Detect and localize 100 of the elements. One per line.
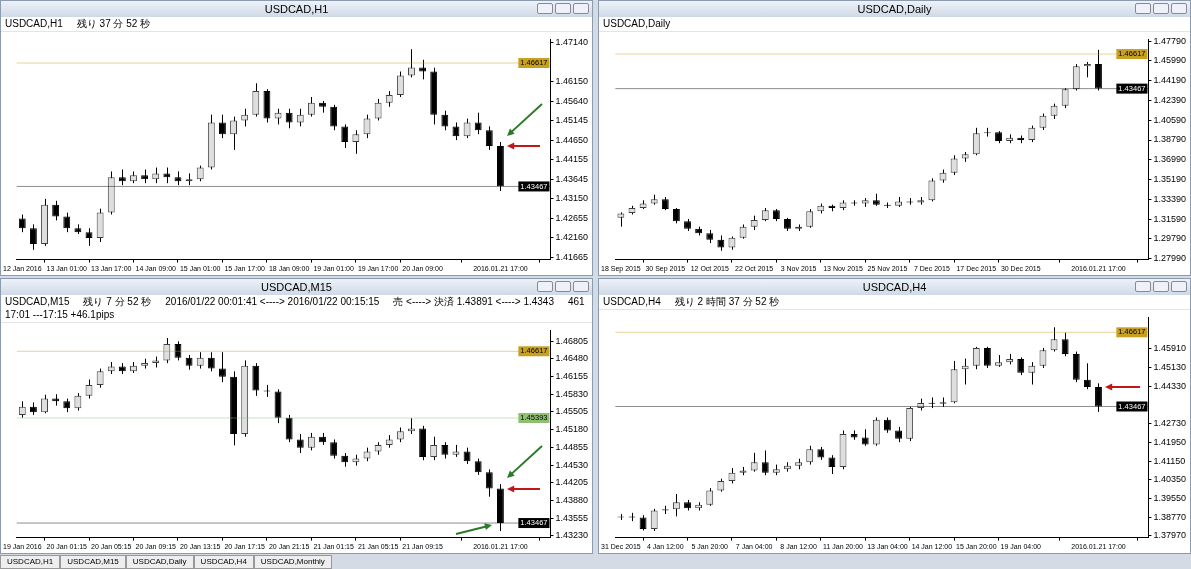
text: USDCAD,H1 (0, 555, 61, 569)
y-tick-label: 1.43555 (555, 512, 589, 523)
y-tick-label: 1.44530 (555, 459, 589, 470)
candlestick (1095, 382, 1102, 413)
candlestick (96, 368, 104, 389)
candlestick (285, 108, 293, 129)
text: 残り 7 分 52 秒 (83, 296, 152, 308)
candlestick (806, 445, 814, 466)
text: USDCAD,Daily (603, 18, 671, 30)
candlestick (252, 362, 260, 397)
candlestick (1083, 362, 1091, 390)
text: USDCAD,H1 (5, 18, 63, 30)
y-tick-label: 1.41665 (555, 251, 589, 262)
candlestick (1095, 49, 1102, 91)
text: USDCAD,H4 (603, 296, 661, 308)
y-tick-label: 1.45830 (555, 388, 589, 399)
candlestick (330, 104, 338, 131)
chart-title: USDCAD,M15 (261, 281, 332, 293)
candlestick (672, 493, 680, 517)
candlestick (218, 351, 226, 383)
candlestick (464, 118, 470, 139)
candlestick (96, 208, 104, 243)
y-tick-label: 1.43645 (555, 173, 589, 184)
y-tick-label: 1.29790 (1153, 233, 1187, 244)
y-tick-label: 1.43150 (555, 193, 589, 204)
y-tick-label: 1.35190 (1153, 174, 1187, 185)
candlestick (1061, 332, 1069, 357)
candlestick (163, 337, 171, 364)
y-tick-label: 1.41950 (1153, 436, 1187, 447)
y-tick-label: 1.42390 (1153, 94, 1187, 105)
candlestick (1028, 361, 1036, 386)
y-tick-label: 1.46480 (555, 353, 589, 364)
candlestick (1072, 351, 1080, 383)
candlestick (750, 452, 758, 473)
y-tick-label: 1.42730 (1153, 418, 1187, 429)
y-tick-label: 1.44155 (555, 153, 589, 164)
y-tick-label: 1.46805 (555, 335, 589, 346)
candlestick (218, 114, 226, 139)
y-tick-label: 1.43880 (555, 495, 589, 506)
y-tick-label: 1.44855 (555, 441, 589, 452)
chart-title: USDCAD,H4 (862, 281, 927, 293)
candlestick (872, 416, 880, 447)
text: 2016/01/22 00:01:41 <----> 2016/01/22 00:15:15 (165, 296, 380, 308)
candlestick (983, 346, 991, 369)
candlestick (485, 125, 493, 151)
candlestick (285, 414, 293, 443)
candlestick (1061, 87, 1069, 109)
y-tick-label: 1.38770 (1153, 511, 1187, 522)
candlestick (296, 433, 304, 454)
candlestick (474, 112, 482, 135)
y-tick-label: 1.39550 (1153, 493, 1187, 504)
y-tick-label: 1.47140 (555, 37, 589, 48)
y-tick-label: 1.42160 (555, 232, 589, 243)
text: USDCAD,M15 (60, 555, 126, 569)
y-tick-label: 1.42655 (555, 212, 589, 223)
candlestick (29, 223, 37, 251)
y-tick-label: 1.40590 (1153, 114, 1187, 125)
y-tick-label: 1.31590 (1153, 213, 1187, 224)
candlestick (1072, 63, 1080, 91)
y-tick-label: 1.47790 (1153, 35, 1187, 46)
candlestick (430, 436, 438, 461)
y-tick-label: 1.45130 (1153, 361, 1187, 372)
y-tick-label: 1.46150 (555, 75, 589, 86)
candlestick (341, 123, 349, 149)
candlestick (761, 449, 769, 476)
y-tick-label: 1.37970 (1153, 530, 1187, 541)
y-tick-label: 1.40350 (1153, 474, 1187, 485)
text: USDCAD,H4 (193, 555, 254, 569)
candlestick (806, 208, 814, 229)
chart-title: USDCAD,Daily (857, 3, 932, 15)
y-tick-label: 1.33390 (1153, 193, 1187, 204)
text: 461 (567, 296, 585, 308)
candlestick (375, 98, 381, 122)
candlestick (972, 346, 980, 370)
chart-title: USDCAD,H1 (264, 3, 329, 15)
candlestick (396, 71, 404, 98)
text: USDCAD,M15 (5, 296, 70, 308)
y-tick-label: 1.46155 (555, 370, 589, 381)
y-tick-label: 1.45505 (555, 406, 589, 417)
y-tick-label: 1.45990 (1153, 55, 1187, 66)
y-tick-label: 1.41150 (1153, 455, 1186, 466)
y-tick-label: 1.27990 (1153, 253, 1187, 264)
text: USDCAD,Monthly (253, 555, 332, 569)
candlestick (929, 177, 935, 202)
candlestick (252, 82, 260, 118)
candlestick (419, 59, 427, 80)
y-tick-label: 1.44190 (1153, 75, 1187, 86)
text: 売 <----> 決済 1.43891 <----> 1.4343 (393, 296, 554, 308)
candlestick (828, 454, 836, 475)
text: 残り 37 分 52 秒 (76, 18, 151, 30)
y-tick-label: 1.45640 (555, 95, 589, 106)
y-tick-label: 1.45180 (555, 424, 589, 435)
candlestick (330, 438, 338, 460)
candlestick (951, 154, 957, 176)
candlestick (52, 200, 60, 221)
y-tick-label: 1.38790 (1153, 134, 1187, 145)
candlestick (307, 96, 315, 118)
text: USDCAD,Daily (125, 555, 194, 569)
y-tick-label: 1.45145 (555, 115, 589, 126)
y-tick-label: 1.43230 (555, 530, 589, 541)
